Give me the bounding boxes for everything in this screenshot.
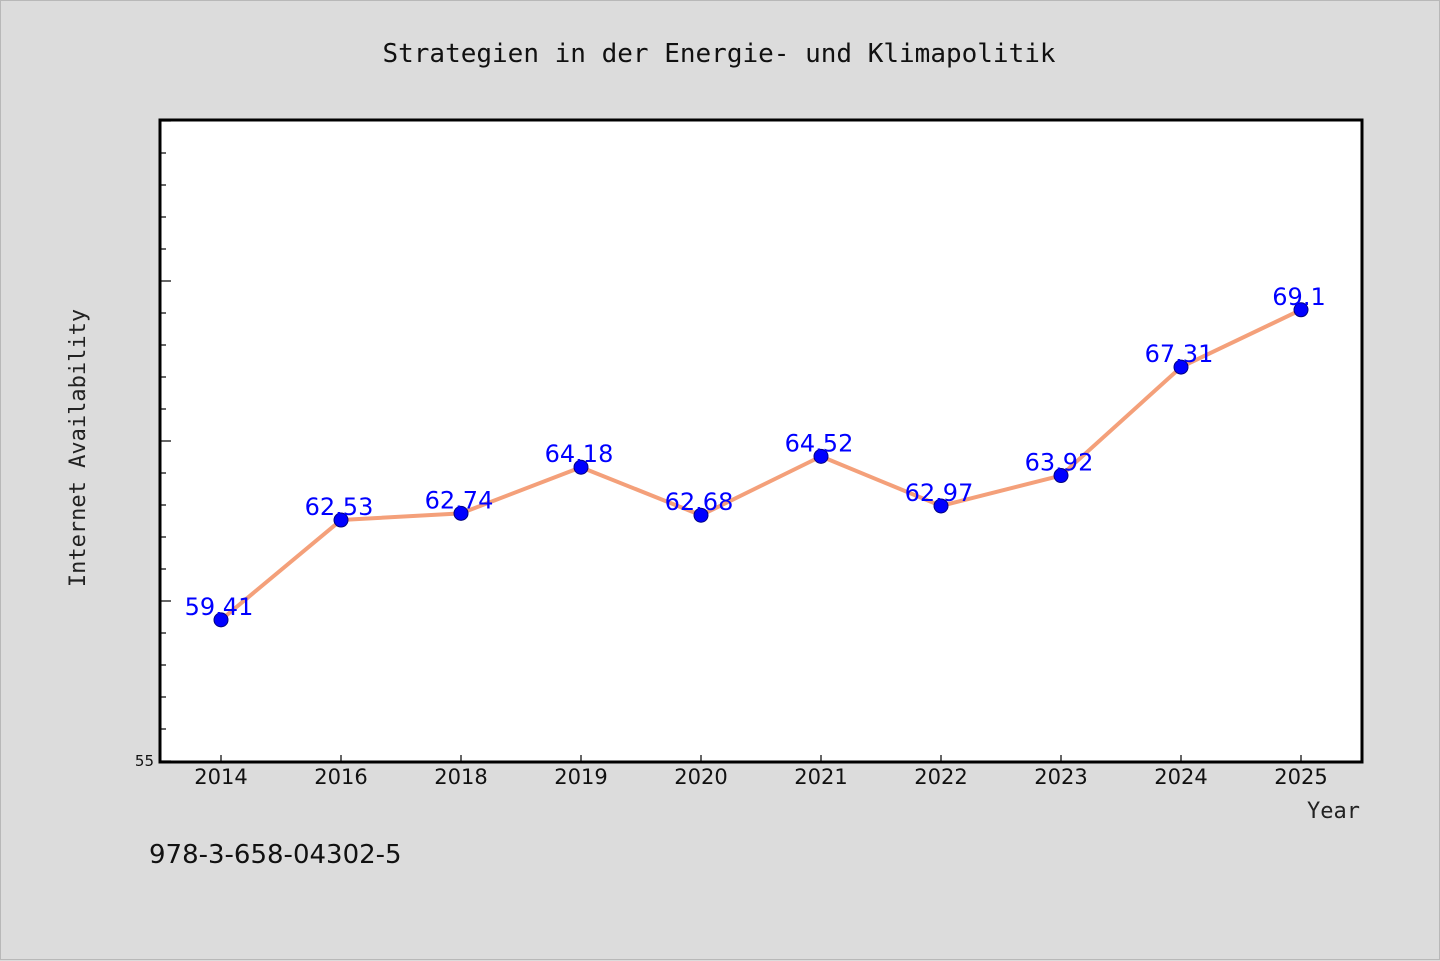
data-label: 59.41 [185,593,254,621]
x-tick-label: 2023 [1034,765,1087,789]
data-point-marker [1293,302,1309,318]
marker-layer [213,302,1309,628]
x-tick-label: 2025 [1274,765,1327,789]
data-point-marker [213,612,229,628]
x-tick-label: 2022 [914,765,967,789]
data-point-marker [1053,468,1069,484]
data-point-marker [693,507,709,523]
data-label: 67.31 [1145,340,1214,368]
data-label: 64.52 [785,429,854,457]
data-point-marker [453,505,469,521]
data-label: 62.74 [425,486,494,514]
data-point-marker [933,498,949,514]
x-tick-label: 2020 [674,765,727,789]
x-tick-label: 2019 [554,765,607,789]
data-label: 62.53 [305,493,374,521]
data-point-marker [333,512,349,528]
data-label: 62.68 [665,488,734,516]
data-point-marker [813,448,829,464]
chart-title: Strategien in der Energie- und Klimapoli… [382,39,1055,69]
data-label: 62.97 [905,479,974,507]
y-axis-label: Internet Availability [66,309,91,587]
x-tick-label: 2016 [314,765,367,789]
x-axis-ticks: 2014 2016 2018 2019 2020 2021 2022 2023 2024 2025 [194,755,1328,789]
y-axis-ticks: 55 [135,120,171,770]
data-label: 64.18 [545,440,614,468]
isbn-footer: 978-3-658-04302-5 [149,840,402,870]
data-point-marker [1173,359,1189,375]
data-label: 69.1 [1272,283,1325,311]
data-label-layer: 59.41 62.53 62.74 64.18 62.68 64.52 62.97 63.92… [185,283,1326,621]
x-tick-label: 2018 [434,765,487,789]
series-layer [219,307,1303,622]
x-axis-label: Year [1307,799,1360,824]
x-tick-label: 2021 [794,765,847,789]
y-tick-label: 55 [135,752,154,770]
data-point-marker [573,459,589,475]
series-line [219,307,1303,622]
plot-area [158,118,1364,764]
x-tick-label: 2024 [1154,765,1207,789]
data-label: 63.92 [1025,449,1094,477]
x-tick-label: 2014 [194,765,247,789]
